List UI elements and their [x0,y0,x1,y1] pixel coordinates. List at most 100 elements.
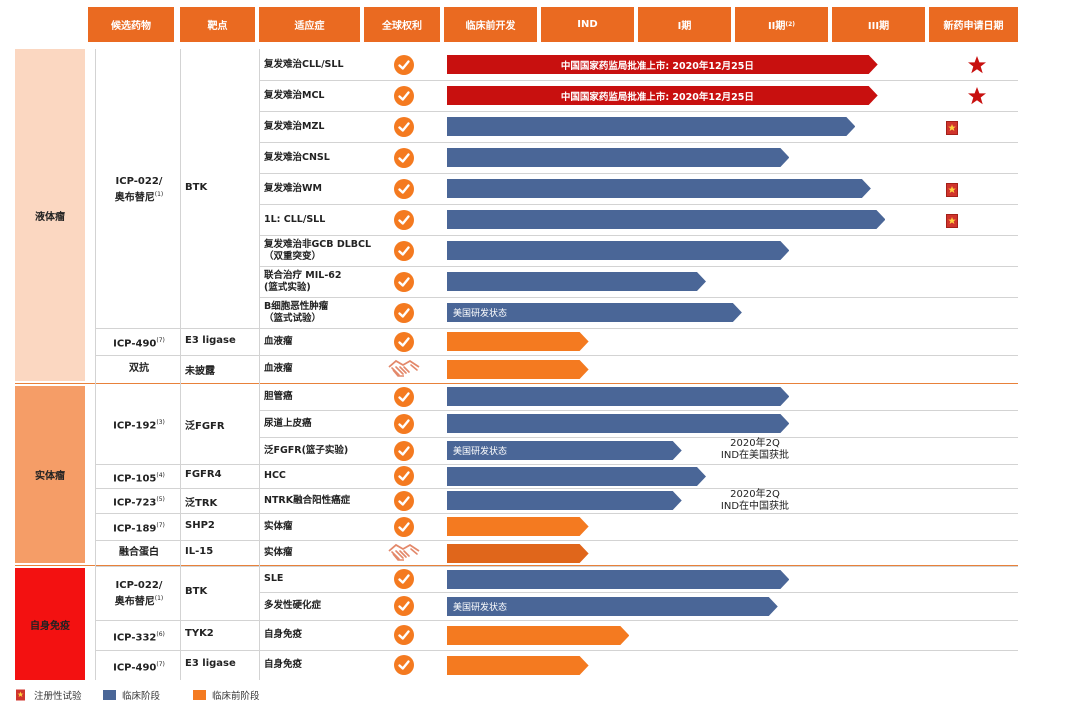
status-note: 2020年2Q IND在美国获批 [720,438,790,461]
footnote-ref: (3) [156,419,165,426]
check-circle-icon [393,440,415,462]
drug-name: 融合蛋白 [119,546,159,558]
pipeline-bar [447,272,706,291]
drug-name: ICP-022/奥布替尼(1) [114,175,164,203]
footnote-ref: (6) [156,630,165,638]
check-circle-icon [393,85,415,107]
indication-label: 联合治疗 MIL-62 (篮式实验) [264,269,342,293]
row-divider [95,464,1018,465]
star-icon [967,86,987,106]
check-circle-icon [393,624,415,646]
row-divider [95,355,1018,356]
target-name: FGFR4 [185,469,222,480]
bar-label: 美国研发状态 [453,309,508,319]
column-header: III期 [832,7,925,42]
column-header: II期 (2) [735,7,828,42]
legend-swatch [103,690,116,700]
legend-item: 注册性试验 [15,688,82,702]
pipeline-bar [447,466,706,486]
indication-label: 复发难治非GCB DLBCL （双重突变） [264,238,372,262]
handshake-icon [387,542,421,564]
column-header: 靶点 [180,7,255,42]
check-circle-icon [393,465,415,487]
check-circle-icon [393,568,415,590]
target-name: IL-15 [185,546,214,557]
footnote-ref: (1) [154,595,164,602]
row-divider [259,142,1018,143]
indication-label: 实体瘤 [264,547,293,558]
star-icon [967,55,987,75]
row-divider [259,410,1018,411]
target-name: SHP2 [185,519,215,531]
check-circle-icon [393,116,415,138]
check-circle-icon [393,595,415,617]
pipeline-bar [447,543,589,563]
column-header: 新药申请日期 [929,7,1018,42]
footnote-ref: (4) [156,471,165,479]
target-name: 泛FGFR [185,420,225,432]
check-circle-icon [393,490,415,512]
indication-label: 自身免疫 [264,629,303,640]
status-note: 2020年2Q IND在中国获批 [720,489,790,512]
check-circle-icon [393,271,415,293]
footnote-ref: (7) [156,660,165,668]
bar-label: 美国研发状态 [453,602,508,613]
pipeline-bar [447,148,790,167]
indication-label: 血液瘤 [264,335,293,347]
column-divider [259,49,260,680]
indication-label: NTRK融合阳性癌症 [264,494,351,506]
drug-name: ICP-332(6) [113,630,165,643]
check-circle-icon [393,178,415,200]
row-divider [95,620,1018,621]
pipeline-bar [447,55,878,74]
pipeline-bar [447,179,871,198]
column-header: 临床前开发 [444,7,537,42]
target-name: BTK [185,181,208,193]
footnote-ref: (7) [156,337,165,344]
drug-name: ICP-723(5) [113,496,165,509]
drug-name: ICP-189(7) [113,522,165,535]
pipeline-bar [447,303,742,322]
registration-flag-icon [946,182,958,197]
drug-name: 双抗 [129,362,149,374]
drug-name: ICP-105(4) [113,471,165,484]
pipeline-bar [447,359,589,379]
registration-flag-icon [946,120,958,135]
column-header: 适应症 [259,7,360,42]
check-circle-icon [393,54,415,76]
indication-label: 实体瘤 [264,520,293,532]
indication-label: 胆管癌 [264,390,293,402]
category-label: 自身免疫 [15,568,85,680]
drug-name: ICP-022/奥布替尼(1) [114,580,164,608]
row-divider [95,540,1018,541]
indication-label: 血液瘤 [264,363,293,374]
drug-name: ICP-192(3) [113,419,165,432]
indication-label: SLE [264,573,284,584]
legend-item: 临床阶段 [103,688,160,702]
row-divider [95,650,1018,651]
column-divider [180,49,181,680]
legend-label: 临床阶段 [122,691,161,702]
category-divider [15,565,1018,566]
row-divider [95,513,1018,514]
footnote-ref: (2) [785,21,796,28]
column-header: I期 [638,7,731,42]
bar-label: 中国国家药监局批准上市: 2020年12月25日 [560,91,754,103]
target-name: 未披露 [185,366,215,377]
check-circle-icon [393,240,415,262]
registration-flag-icon [946,213,958,228]
pipeline-bar [447,517,589,536]
category-label: 实体瘤 [15,386,85,563]
target-name: TYK2 [185,628,214,639]
legend-swatch [193,690,206,700]
target-name: BTK [185,586,208,597]
indication-label: 1L: CLL/SLL [264,213,326,225]
check-circle-icon [393,147,415,169]
indication-label: 复发难治MZL [264,120,325,132]
indication-label: 尿道上皮癌 [264,417,312,429]
indication-label: HCC [264,470,286,481]
bar-label: 美国研发状态 [453,447,508,457]
indication-label: 复发难治CLL/SLL [264,58,344,70]
row-divider [259,173,1018,174]
drug-name: ICP-490(7) [113,337,165,350]
